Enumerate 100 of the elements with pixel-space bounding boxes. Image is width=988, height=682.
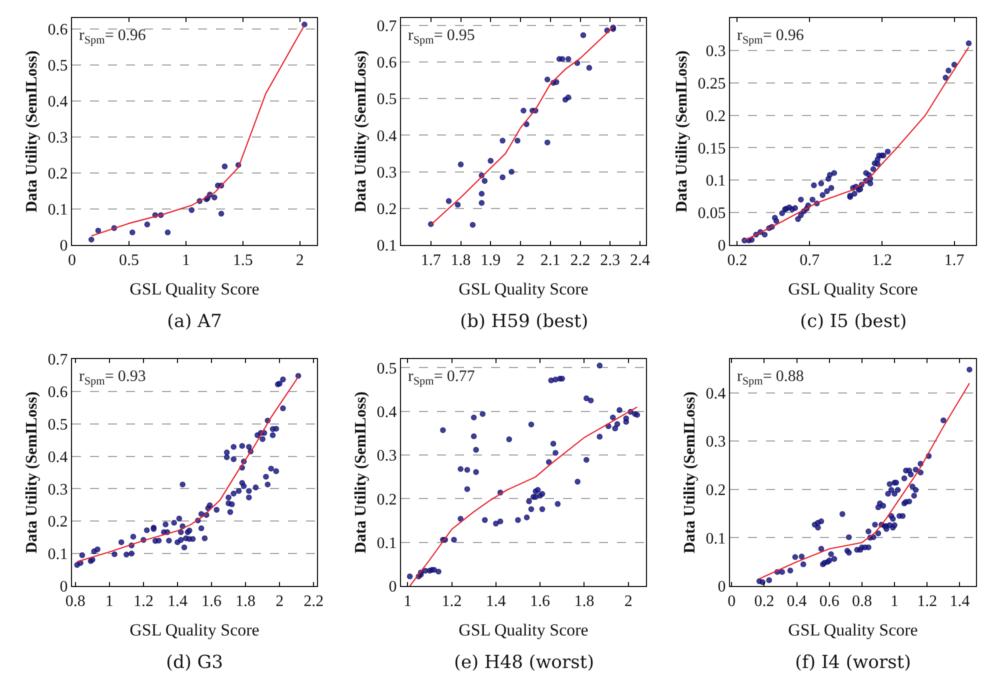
y-tick-label: 0.2 [376,491,397,508]
y-tick-label: 0 [388,578,397,596]
x-tick-label: 1.9 [480,252,501,270]
y-axis-title: Data Utility (SemILoss) [352,50,370,212]
x-tick-label: 2.2 [304,593,324,610]
x-tick-label: 1.2 [442,593,462,610]
y-tick-label: 0.4 [48,448,68,466]
text: (d) G3 [166,652,224,673]
y-axis-title: Data Utility (SemILoss) [24,50,41,212]
x-tick-label: 0.7 [800,252,820,270]
x-tick-label: 2 [276,593,284,610]
text: (f) I4 (worst) [795,652,912,673]
y-tick-label: 0.7 [48,352,68,369]
x-axis-title: GSL Quality Score [130,620,260,640]
y-tick-label: 0.1 [376,534,397,552]
x-tick-label: 0.8 [65,593,86,610]
x-tick-label: 1.6 [530,593,550,610]
y-tick-label: 0.3 [48,481,68,498]
x-axis-title: GSL Quality Score [788,280,918,299]
y-tick-label: 0 [718,578,726,596]
y-tick-label: 0.1 [48,546,68,564]
annotation: r$_{Spm}$= 0.96 [79,27,146,46]
annotation: r$_{Spm}$= 0.95 [408,27,475,46]
y-tick-label: 0.4 [48,93,68,110]
x-tick-label: 1.2 [917,593,938,610]
y-tick-label: 0.1 [706,172,726,190]
x-tick-label: 2.3 [600,252,620,270]
y-tick-label: 0 [718,238,726,255]
x-tick-label: 1.7 [944,252,964,270]
y-axis-title: Data Utility (SemILoss) [352,392,370,554]
y-tick-label: 0.1 [48,202,68,219]
x-axis-title: GSL Quality Score [788,620,918,640]
x-tick-label: 1.8 [236,593,256,610]
y-tick-label: 0.7 [376,18,397,35]
y-tick-label: 0.3 [706,434,726,451]
y-tick-label: 0.6 [48,21,68,38]
x-tick-label: 1.2 [872,252,892,270]
y-tick-label: 0.4 [706,385,726,402]
x-tick-label: 1.7 [420,252,441,270]
y-axis-title: Data Utility (SemILoss) [674,50,691,212]
x-tick-label: 2 [296,252,304,270]
x-tick-label: 1.2 [133,593,154,610]
y-tick-label: 0.3 [48,130,68,146]
x-tick-label: 0.4 [786,593,807,610]
y-tick-label: 0.1 [706,530,726,548]
annotation: r$_{Spm}$= 0.77 [408,368,475,388]
annotation: r$_{Spm}$= 0.93 [79,368,146,388]
x-tick-label: 1.5 [232,252,253,270]
y-tick-label: 0.5 [48,57,68,74]
text: (e) H48 (worst) [454,652,594,673]
x-tick-label: 2.2 [570,252,590,270]
x-tick-label: 1 [182,252,190,270]
x-tick-label: 1 [890,593,899,610]
x-tick-label: 1.4 [950,593,970,610]
y-tick-label: 0.3 [376,448,397,465]
x-tick-label: 1.6 [202,593,222,610]
y-tick-label: 0.2 [48,514,68,531]
x-tick-label: 1 [404,593,412,610]
x-tick-label: 2 [516,252,525,270]
y-tick-label: 0.2 [706,482,726,499]
y-tick-label: 0.3 [706,43,726,60]
y-tick-label: 0.4 [376,404,397,421]
y-tick-label: 0.2 [376,200,397,218]
x-tick-label: 1.8 [450,252,471,270]
y-axis-title: Data Utility (SemILoss) [24,392,41,554]
text: (c) I5 (best) [800,311,907,332]
y-tick-label: 0.5 [48,416,68,434]
y-tick-label: 0 [60,578,68,596]
text: (b) H59 (best) [460,311,588,332]
x-tick-label: 1.4 [486,593,506,610]
y-tick-label: 0.6 [376,54,397,72]
y-tick-label: 0 [60,238,68,255]
y-tick-label: 0.3 [376,164,397,182]
x-tick-label: 0.6 [819,593,840,610]
y-axis-title: Data Utility (SemILoss) [682,392,699,554]
y-tick-label: 0.1 [376,238,397,255]
y-tick-label: 0.6 [48,384,68,402]
x-tick-label: 0.5 [118,252,139,270]
y-tick-label: 0.5 [376,360,397,378]
x-tick-label: 2.1 [540,252,560,270]
x-tick-label: 0.8 [852,593,872,610]
x-axis-title: GSL Quality Score [130,280,260,299]
y-tick-label: 0.4 [376,128,397,145]
annotation: r$_{Spm}$= 0.88 [737,368,804,388]
x-tick-label: 2.4 [630,252,650,270]
y-tick-label: 0.05 [698,205,726,222]
x-axis-title: GSL Quality Score [458,620,588,640]
x-tick-label: 1.4 [167,593,188,610]
x-tick-label: 1 [105,593,114,610]
annotation: r$_{Spm}$= 0.96 [737,27,804,46]
y-tick-label: 0.15 [698,140,726,158]
y-tick-label: 0.5 [376,91,397,108]
x-tick-label: 2 [624,593,632,610]
y-tick-label: 0.2 [706,108,726,125]
x-tick-label: 1.8 [574,593,594,610]
text: (a) A7 [167,311,222,332]
x-axis-title: GSL Quality Score [458,280,588,299]
x-tick-label: 0.2 [754,593,774,610]
y-tick-label: 0.2 [48,166,68,183]
y-tick-label: 0.25 [698,75,726,92]
